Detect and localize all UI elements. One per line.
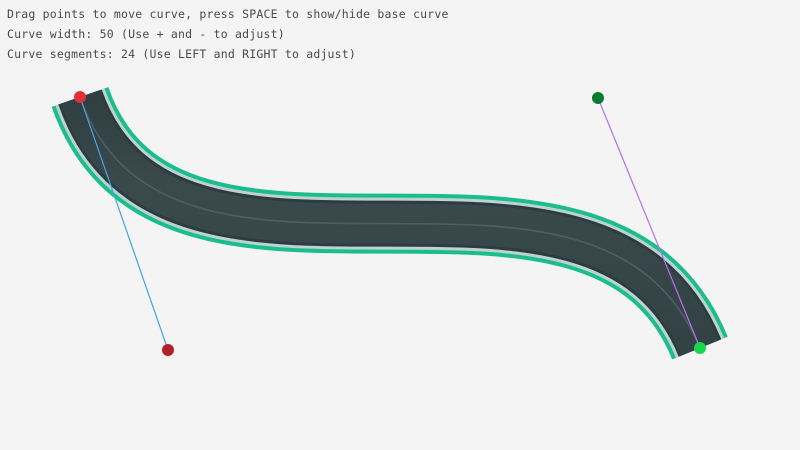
control-handles <box>79 96 701 351</box>
road-center-line <box>79 96 701 349</box>
control-points[interactable] <box>74 91 706 356</box>
control-point-end-control[interactable] <box>592 92 604 104</box>
control-point-end-anchor[interactable] <box>694 342 706 354</box>
end-handle-line <box>597 97 701 349</box>
road-geometry <box>51 86 728 361</box>
control-point-start-anchor[interactable] <box>74 91 86 103</box>
control-point-start-control[interactable] <box>162 344 174 356</box>
start-handle-line <box>79 96 169 351</box>
